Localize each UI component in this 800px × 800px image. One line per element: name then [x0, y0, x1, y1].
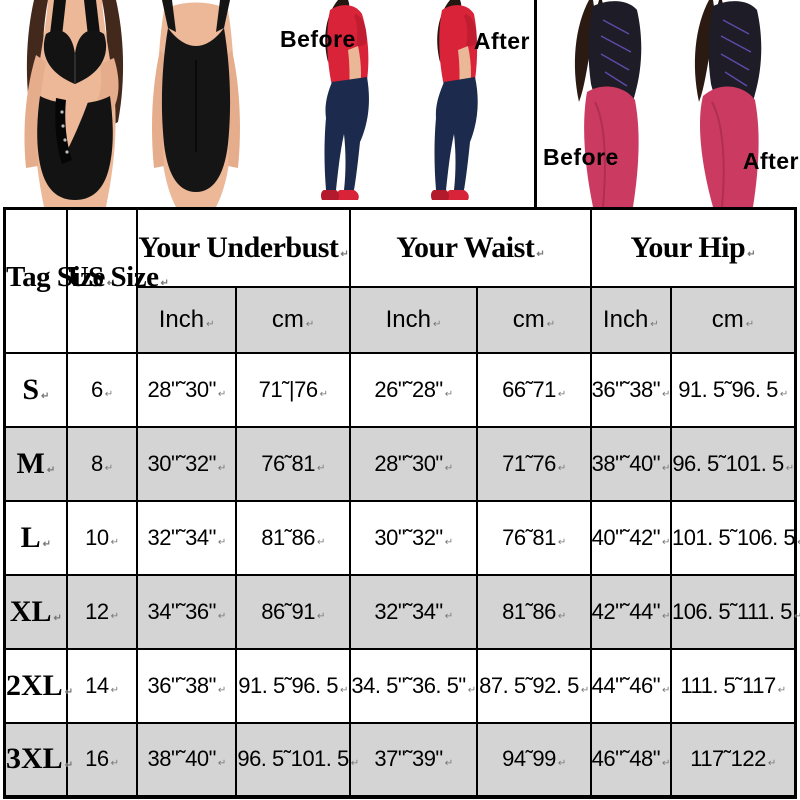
tag-size-cell: XL: [3, 573, 68, 650]
underbust-cm-cell: 96. 5˜101. 5: [235, 721, 351, 799]
subheader-underbust-cm: cm: [235, 285, 351, 354]
us-size-cell: 16: [65, 721, 138, 799]
hero-photo-strip: Before After: [0, 0, 800, 207]
hip-cm-cell: 117˜122: [669, 721, 797, 799]
waist-cm-cell: 87. 5˜92. 5: [476, 647, 592, 724]
col-header-tag-size: Tag Size: [3, 207, 105, 354]
header-row-main: Tag Size US Size Your Underbust Your Wai…: [3, 207, 797, 354]
subheader-waist-cm: cm: [476, 285, 592, 354]
hip-cm-cell: 101. 5˜106. 5: [669, 499, 797, 576]
us-size-cell: 10: [65, 499, 138, 576]
size-row-m: M 8 30"˜32" 76˜81 28"˜30" 71˜76 38"˜40" …: [3, 425, 797, 502]
us-size-cell: 14: [65, 647, 138, 724]
waist-inch-cell: 28"˜30": [348, 425, 479, 502]
waist-inch-cell: 37"˜39": [348, 721, 479, 799]
waist-cm-cell: 71˜76: [476, 425, 592, 502]
underbust-inch-cell: 32"˜34": [135, 499, 238, 576]
shapewear-back-figure: [152, 0, 240, 207]
shapewear-product-photos: [0, 0, 268, 207]
tag-size-cell: 2XL: [3, 647, 68, 724]
jeans-before-label: Before: [280, 26, 356, 52]
waist-inch-cell: 26"˜28": [348, 351, 479, 428]
hip-cm-cell: 111. 5˜117: [669, 647, 797, 724]
hip-inch-cell: 36"˜38": [589, 351, 672, 428]
tag-size-cell: 3XL: [3, 721, 68, 799]
pants-before-figure: [574, 0, 642, 207]
size-row-xl: XL 12 34"˜36" 86˜91 32"˜34" 81˜86 42"˜44…: [3, 573, 797, 650]
waist-cm-cell: 81˜86: [476, 573, 592, 650]
size-row-3xl: 3XL 16 38"˜40" 96. 5˜101. 5 37"˜39" 94˜9…: [3, 721, 797, 799]
us-size-cell: 8: [65, 425, 138, 502]
hip-inch-cell: 46"˜48": [589, 721, 672, 799]
subheader-waist-inch: Inch: [348, 285, 479, 354]
jeans-before-after-photo: Before After: [268, 0, 534, 207]
hip-inch-cell: 38"˜40": [589, 425, 672, 502]
size-row-2xl: 2XL 14 36"˜38" 91. 5˜96. 5 34. 5"˜36. 5"…: [3, 647, 797, 724]
jeans-figures-illustration: [320, 0, 478, 200]
size-row-l: L 10 32"˜34" 81˜86 30"˜32" 76˜81 40"˜42"…: [3, 499, 797, 576]
size-row-s: S 6 28"˜30" 71˜|76 26"˜28" 66˜71 36"˜38"…: [3, 351, 797, 428]
col-header-underbust: Your Underbust: [135, 207, 351, 288]
waist-cm-cell: 94˜99: [476, 721, 592, 799]
underbust-inch-cell: 30"˜32": [135, 425, 238, 502]
jeans-before-figure: [320, 0, 369, 200]
tag-size-cell: L: [3, 499, 68, 576]
hip-inch-cell: 40"˜42": [589, 499, 672, 576]
header-row-units: Inch cm Inch cm Inch cm: [5, 285, 797, 354]
underbust-inch-cell: 34"˜36": [135, 573, 238, 650]
col-header-us-size: US Size: [65, 207, 159, 354]
shapewear-front-figure: [24, 0, 124, 207]
subheader-hip-cm: cm: [669, 285, 797, 354]
jeans-after-figure: [430, 0, 478, 200]
underbust-cm-cell: 86˜91: [235, 573, 351, 650]
underbust-inch-cell: 28"˜30": [135, 351, 238, 428]
col-header-hip: Your Hip: [589, 207, 797, 288]
waist-cm-cell: 66˜71: [476, 351, 592, 428]
hip-cm-cell: 96. 5˜101. 5: [669, 425, 797, 502]
subheader-hip-inch: Inch: [589, 285, 672, 354]
size-chart-table: Tag Size US Size Your Underbust Your Wai…: [3, 207, 797, 799]
hip-cm-cell: 106. 5˜111. 5: [669, 573, 797, 650]
jeans-after-label: After: [473, 28, 530, 54]
underbust-cm-cell: 71˜|76: [235, 351, 351, 428]
waist-inch-cell: 34. 5"˜36. 5": [348, 647, 479, 724]
subheader-underbust-inch: Inch: [135, 285, 238, 354]
us-size-cell: 6: [65, 351, 138, 428]
waist-inch-cell: 30"˜32": [348, 499, 479, 576]
tag-size-cell: M: [3, 425, 68, 502]
underbust-cm-cell: 91. 5˜96. 5: [235, 647, 351, 724]
shapewear-front-back-illustration: [24, 0, 240, 207]
waist-cm-cell: 76˜81: [476, 499, 592, 576]
waist-inch-cell: 32"˜34": [348, 573, 479, 650]
hip-cm-cell: 91. 5˜96. 5: [669, 351, 797, 428]
underbust-inch-cell: 38"˜40": [135, 721, 238, 799]
underbust-inch-cell: 36"˜38": [135, 647, 238, 724]
pants-before-label: Before: [543, 144, 619, 170]
pants-after-label: After: [742, 148, 799, 174]
hip-inch-cell: 44"˜46": [589, 647, 672, 724]
pants-after-figure: [694, 0, 762, 207]
underbust-cm-cell: 81˜86: [235, 499, 351, 576]
us-size-cell: 12: [65, 573, 138, 650]
underbust-cm-cell: 76˜81: [235, 425, 351, 502]
pants-figures-illustration: [574, 0, 762, 207]
pants-before-after-photo: Before After: [534, 0, 800, 207]
tag-size-cell: S: [3, 351, 68, 428]
col-header-waist: Your Waist: [348, 207, 592, 288]
hip-inch-cell: 42"˜44": [589, 573, 672, 650]
